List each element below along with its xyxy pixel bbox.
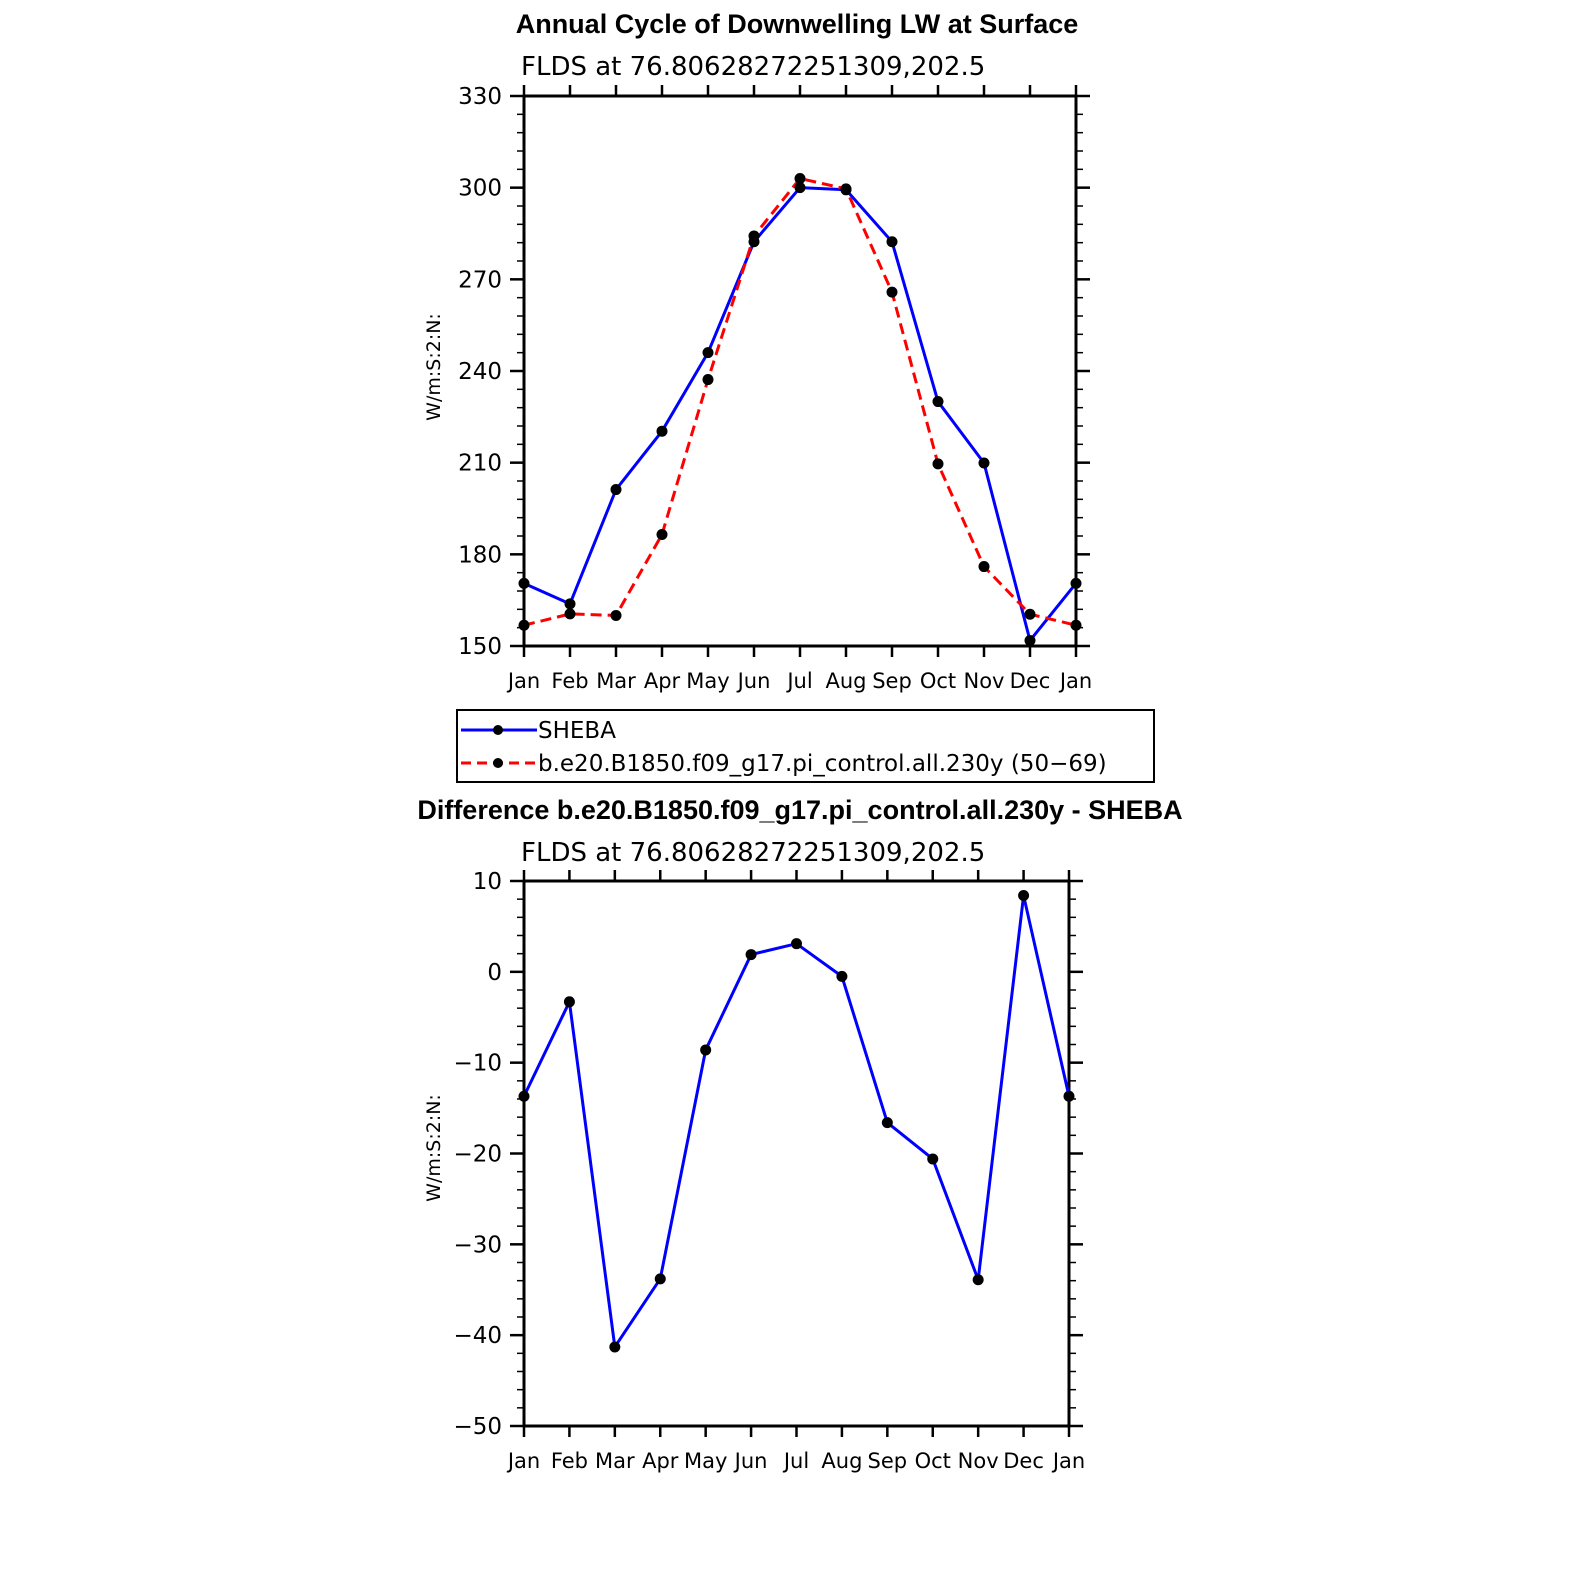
y-tick-label: −50 [453,1414,502,1440]
plot-frame [522,879,1071,1428]
x-tick-label: Mar [595,1449,635,1473]
data-point [654,1273,666,1285]
y-tick-label: 0 [487,960,502,986]
x-tick-label: Apr [642,1449,679,1473]
data-point [702,347,714,359]
x-tick-label: Jan [1058,669,1092,693]
x-tick-label: Jun [736,669,771,693]
x-tick-label: Jan [506,1449,540,1473]
data-point [791,938,802,950]
data-point [564,608,576,620]
x-tick-label: Oct [920,669,956,693]
x-tick-label: Nov [958,1449,999,1473]
data-point [972,1274,984,1286]
chart-title: Annual Cycle of Downwelling LW at Surfac… [516,9,1079,39]
x-tick-label: Feb [551,669,588,693]
data-point [518,577,530,589]
chart-subtitle: FLDS at 76.80628272251309,202.5 [521,838,985,868]
difference-chart: Difference b.e20.B1850.f09_g17.pi_contro… [417,795,1182,1473]
y-axis-label: W/m:S:2:N: [423,1094,445,1202]
x-tick-label: Oct [915,1449,951,1473]
data-point [1063,1090,1075,1102]
data-point [563,996,575,1008]
x-tick-label: Sep [868,1449,908,1473]
x-tick-label: Sep [872,669,912,693]
data-point [702,374,714,386]
legend-box [456,709,1155,783]
legend-marker-sheba [493,725,503,735]
x-tick-label: Jan [1051,1449,1085,1473]
data-point [748,230,760,242]
legend: SHEBA b.e20.B1850.f09_g17.pi_control.all… [456,709,1155,783]
x-tick-label: Jul [782,1449,809,1473]
y-tick-label: 210 [458,451,502,477]
data-point [932,396,944,408]
x-tick-label: Jul [785,669,812,693]
data-point [886,236,898,248]
annual-cycle-chart: Annual Cycle of Downwelling LW at Surfac… [423,9,1092,693]
data-point [1018,890,1030,902]
plot-area: Jan Feb Mar Apr May Jun Jul Aug Sep Oct Nov Dec Jan−… [453,869,1085,1473]
y-tick-label: 330 [458,84,502,110]
x-tick-label: Dec [1003,1449,1044,1473]
x-tick-label: Apr [644,669,681,693]
y-tick-label: 240 [458,359,502,385]
data-point [927,1153,939,1165]
series-line-1 [523,177,1077,627]
x-tick-label: May [684,1449,727,1473]
data-point [518,619,530,631]
x-tick-label: May [686,669,729,693]
data-point [518,1090,530,1102]
data-point [886,286,898,298]
data-point [1070,619,1082,631]
x-tick-label: Aug [821,1449,862,1473]
x-tick-label: Aug [825,669,866,693]
data-point [978,457,990,469]
data-point [794,173,806,184]
plot-area: Jan Feb Mar Apr May Jun Jul Aug Sep Oct Nov Dec Jan1… [458,84,1092,693]
x-tick-label: Feb [551,1449,588,1473]
data-point [656,425,668,437]
y-axis-label: W/m:S:2:N: [423,313,445,421]
data-point [1024,608,1036,620]
data-point [881,1117,893,1129]
data-point [1070,577,1082,589]
y-tick-label: −40 [453,1323,502,1349]
data-point [564,598,576,610]
y-tick-label: 150 [458,634,502,660]
y-tick-label: 10 [473,869,502,895]
data-point [1024,635,1036,646]
legend-label-sheba: SHEBA [538,718,616,744]
y-tick-label: 300 [458,176,502,202]
data-point [932,458,944,470]
x-tick-label: Mar [596,669,636,693]
x-tick-label: Jun [733,1449,768,1473]
chart-title: Difference b.e20.B1850.f09_g17.pi_contro… [417,795,1182,825]
x-tick-label: Dec [1010,669,1051,693]
data-point [700,1044,712,1056]
data-point [610,609,622,621]
data-point [610,484,622,496]
series-line-0 [523,186,1078,642]
x-tick-label: Nov [964,669,1005,693]
data-point [840,183,852,195]
x-tick-label: Jan [506,669,540,693]
data-point [656,528,668,540]
y-tick-label: −30 [453,1232,502,1258]
data-point [745,949,757,961]
series-line-0 [522,894,1071,1349]
y-tick-label: −10 [453,1051,502,1077]
data-point [836,970,848,982]
data-point [978,561,990,573]
legend-marker-model [493,758,503,768]
y-tick-label: −20 [453,1142,502,1168]
legend-label-model: b.e20.B1850.f09_g17.pi_control.all.230y … [538,751,1107,777]
y-tick-label: 270 [458,267,502,293]
y-tick-label: 180 [458,542,502,568]
data-point [794,182,806,194]
data-point [609,1341,621,1353]
chart-subtitle: FLDS at 76.80628272251309,202.5 [521,52,985,82]
